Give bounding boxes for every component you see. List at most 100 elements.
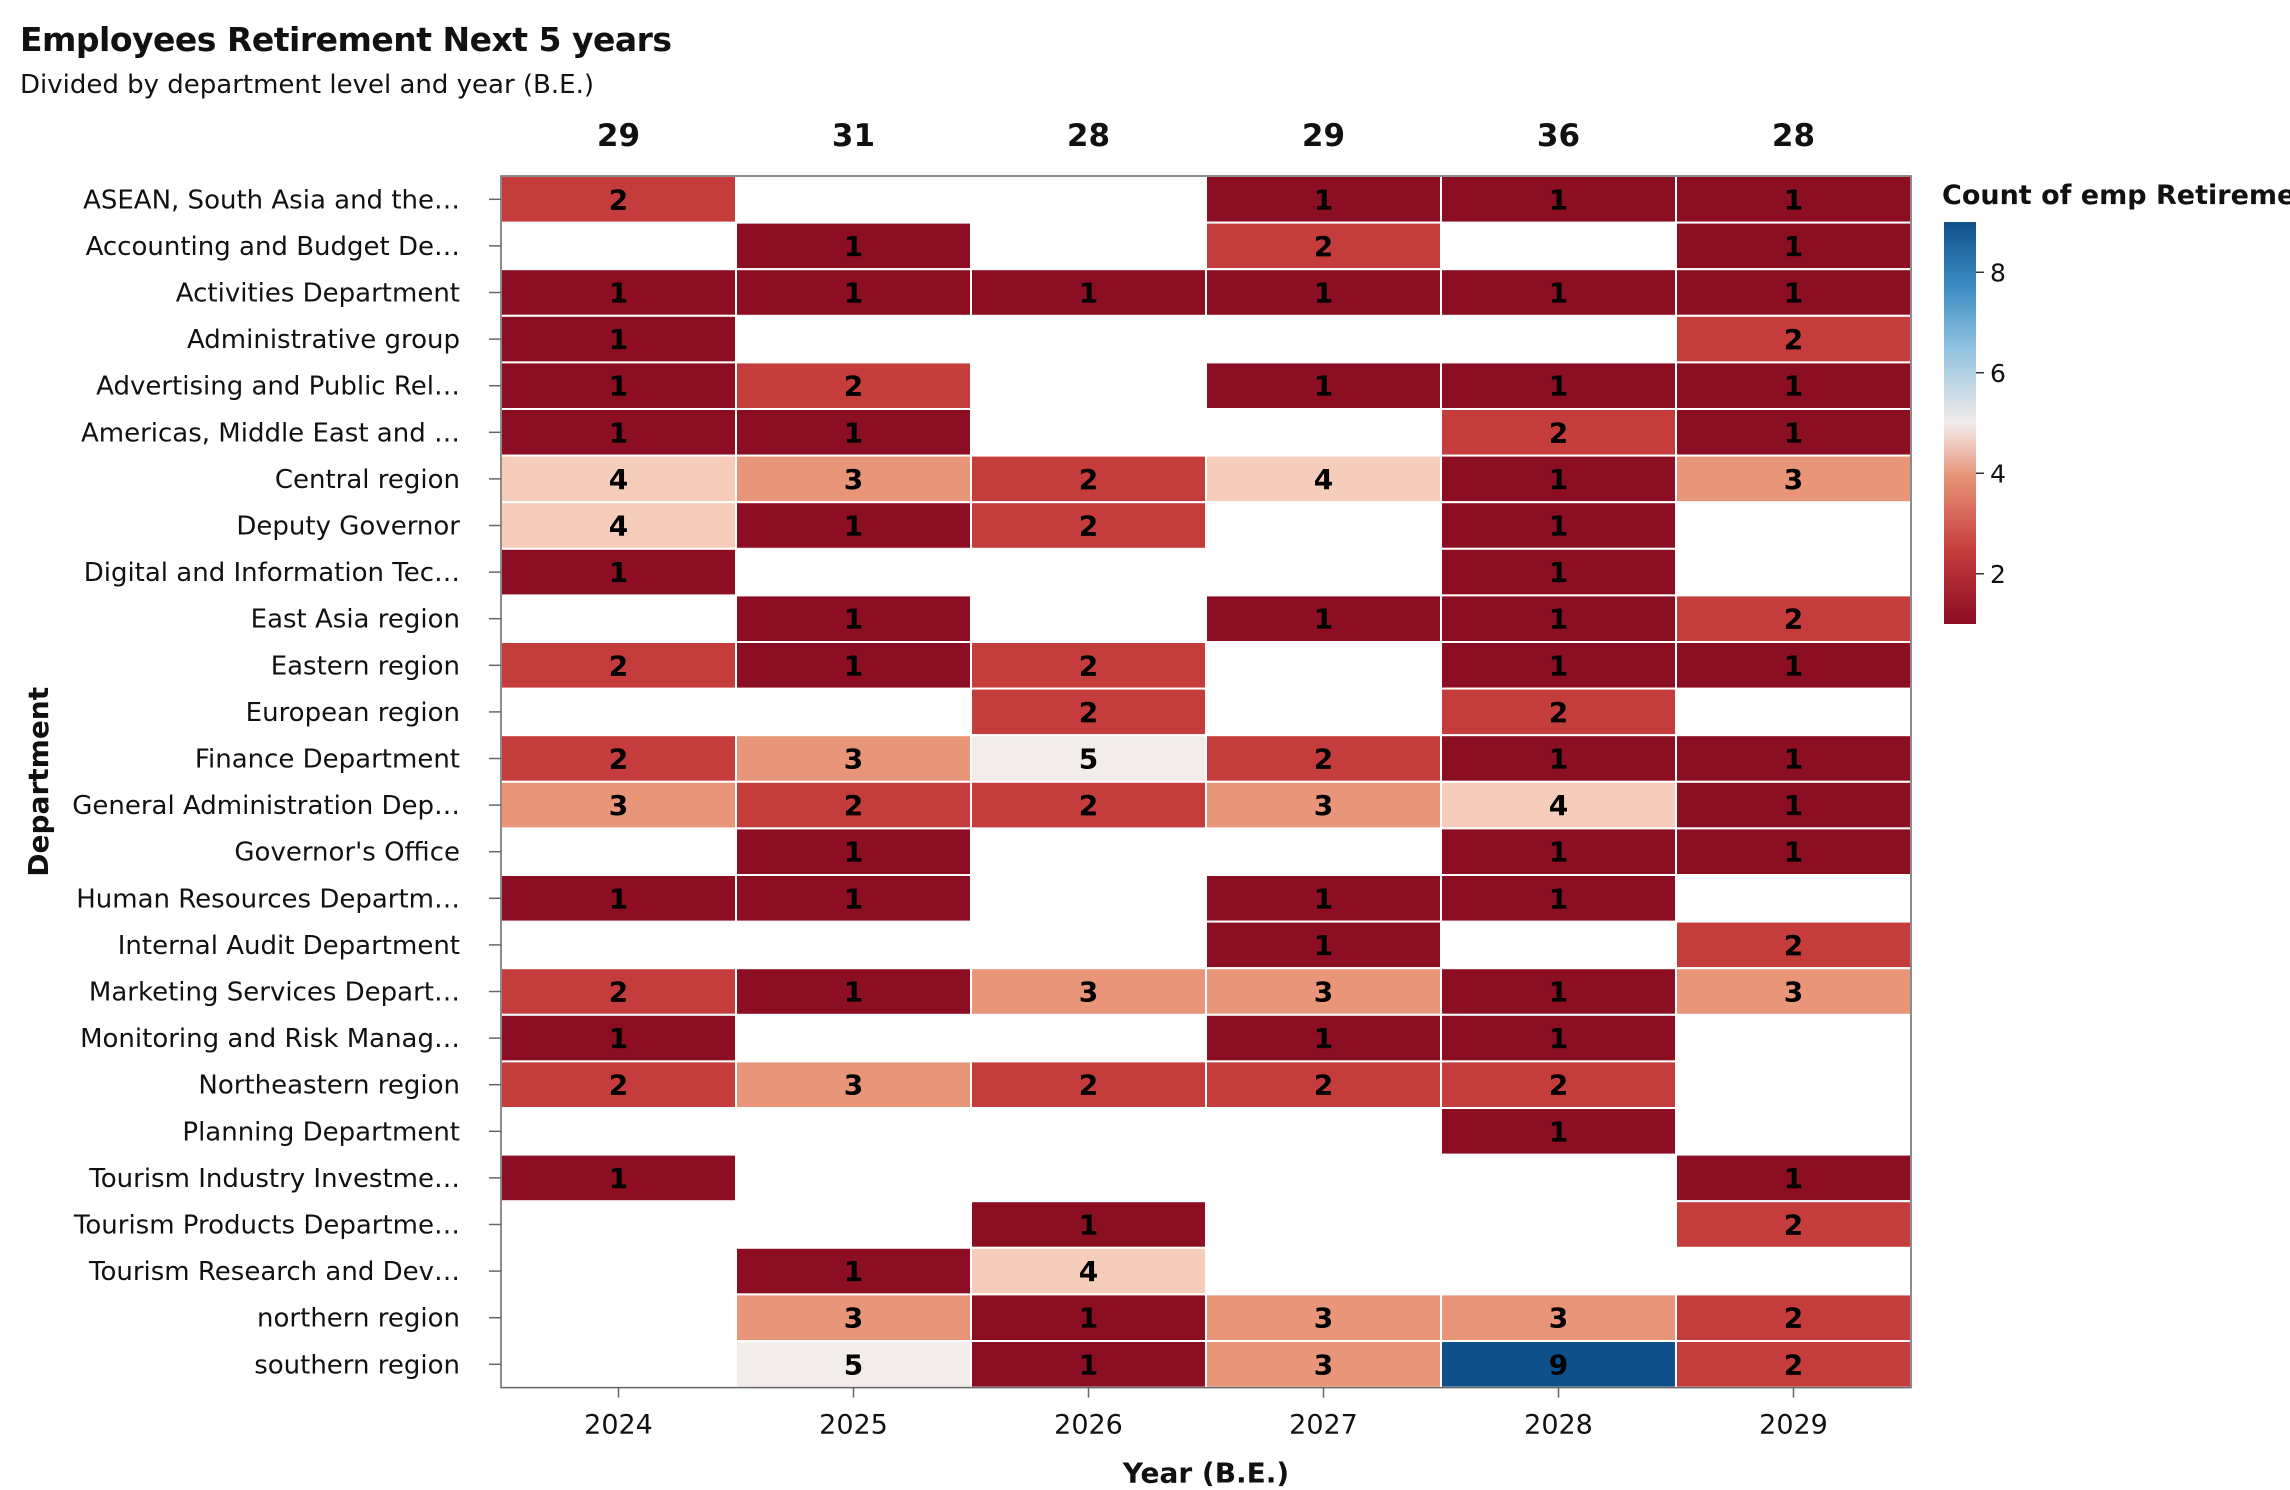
department-label: Deputy Governor [236,512,460,542]
heatmap-cell [735,408,972,457]
cell-value-label: 3 [844,463,863,496]
cell-value-label: 2 [1314,743,1333,776]
year-tick-label: 2029 [1759,1410,1828,1441]
cell-value-label: 2 [609,743,628,776]
cell-value-label: 2 [1079,789,1098,822]
heatmap-cell [735,780,972,830]
heatmap-cell [735,734,972,783]
heatmap-cell [735,641,972,690]
cell-value-label: 1 [609,323,628,356]
department-label: European region [246,698,460,728]
heatmap-cell [1440,827,1677,877]
department-label: ASEAN, South Asia and the… [83,185,460,215]
column-total: 28 [1067,118,1110,154]
heatmap-cell [1440,1013,1677,1063]
year-tick-label: 2024 [584,1410,653,1441]
heatmap-cell [1440,780,1677,830]
color-legend: Count of emp Retirement 2 4 6 8 [1942,180,2290,624]
cell-value-label: 4 [1549,789,1568,822]
heatmap-cell [1675,920,1912,970]
chart-subtitle: Divided by department level and year (B.… [20,70,594,100]
heatmap-cell [1440,1107,1677,1156]
cell-value-label: 1 [1314,929,1333,962]
cell-value-label: 1 [844,1255,863,1288]
heatmap-cell [735,967,972,1016]
cell-value-label: 3 [1314,976,1333,1009]
cell-value-label: 2 [1079,649,1098,682]
cell-value-label: 2 [1784,1302,1803,1335]
heatmap-cell [970,1200,1207,1249]
y-axis-title: Department [22,687,55,877]
cell-value-label: 1 [1784,836,1803,869]
department-label: Northeastern region [198,1071,460,1101]
cell-value-label: 3 [844,1069,863,1102]
cell-value-label: 1 [1549,370,1568,403]
cell-value-label: 1 [1784,789,1803,822]
cell-value-label: 1 [1784,183,1803,216]
cell-value-label: 2 [1784,603,1803,636]
heatmap-cell [970,454,1207,504]
cell-value-label: 2 [1079,463,1098,496]
cell-value-label: 1 [844,836,863,869]
heatmap-cell [1440,547,1677,597]
cell-value-label: 2 [1784,1348,1803,1381]
cell-value-label: 1 [1079,1209,1098,1242]
heatmap-cell [1675,594,1912,644]
heatmap-cell [735,268,972,317]
legend-title: Count of emp Retirement [1942,180,2290,211]
column-total: 31 [832,118,875,154]
cell-value-label: 1 [1549,976,1568,1009]
plot-frame [500,175,1912,1389]
cell-value-label: 2 [1549,1069,1568,1102]
cell-value-label: 3 [1314,1348,1333,1381]
column-total: 29 [597,118,640,154]
plot-border [500,175,1912,1389]
cell-value-label: 1 [844,510,863,543]
heatmap-cell [500,175,737,224]
cell-value-label: 1 [844,416,863,449]
heatmap-cell [1675,734,1912,783]
cell-value-label: 3 [1314,1302,1333,1335]
cell-value-label: 3 [1784,463,1803,496]
chart-title: Employees Retirement Next 5 years [20,20,672,59]
cell-value-label: 2 [1784,1209,1803,1242]
heatmap-cell [1675,408,1912,457]
cell-value-label: 1 [1549,1022,1568,1055]
cell-value-label: 9 [1549,1348,1568,1381]
column-totals: 29 31 28 29 36 28 [597,118,1815,154]
cell-value-label: 1 [844,976,863,1009]
cell-value-label: 1 [1549,277,1568,310]
cell-value-label: 2 [1079,696,1098,729]
legend-tick-label: 2 [1990,560,2006,589]
heatmap-cell [1440,687,1677,737]
cell-value-label: 1 [609,416,628,449]
legend-ticks: 2 4 6 8 [1976,258,2006,589]
heatmap-cell [735,361,972,410]
department-label: Americas, Middle East and … [81,418,460,448]
cell-value-label: 1 [1549,510,1568,543]
department-label: Central region [275,465,460,495]
cell-value-label: 1 [1549,183,1568,216]
cell-value-label: 3 [1079,976,1098,1009]
cell-value-label: 3 [1314,789,1333,822]
cell-value-label: 1 [1784,1162,1803,1195]
cell-value-label: 1 [1784,370,1803,403]
cell-value-label: 3 [1784,976,1803,1009]
cell-value-label: 1 [1549,743,1568,776]
cell-value-label: 2 [1314,230,1333,263]
department-label: Finance Department [195,745,460,775]
cell-value-label: 3 [844,1302,863,1335]
cell-value-label: 1 [844,230,863,263]
cell-value-label: 2 [609,1069,628,1102]
heatmap-cell [1205,221,1442,271]
department-label: southern region [254,1350,460,1380]
department-label: Digital and Information Tec… [84,558,460,588]
heatmap-cell [970,1060,1207,1110]
heatmap-cell [1440,408,1677,457]
cell-value-label: 2 [1314,1069,1333,1102]
cell-value-label: 1 [1784,230,1803,263]
cell-value-label: 5 [844,1348,863,1381]
department-label: Planning Department [182,1117,460,1147]
heatmap-cell [735,221,972,271]
